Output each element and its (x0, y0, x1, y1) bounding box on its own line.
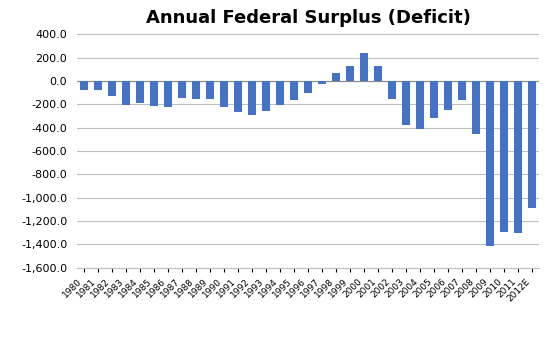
Bar (486, 81, 494, 246)
Bar (80, 81, 88, 90)
Bar (192, 81, 200, 99)
Bar (178, 81, 186, 98)
Bar (528, 81, 536, 208)
Bar (304, 81, 312, 94)
Bar (290, 81, 298, 100)
Bar (472, 81, 480, 134)
Bar (248, 81, 256, 115)
Title: Annual Federal Surplus (Deficit): Annual Federal Surplus (Deficit) (146, 9, 470, 27)
Bar (346, 66, 354, 81)
Bar (276, 81, 284, 105)
Bar (500, 81, 508, 232)
Bar (150, 81, 158, 106)
Bar (234, 81, 242, 113)
Bar (122, 81, 130, 105)
Bar (402, 81, 410, 125)
Bar (416, 81, 424, 129)
Bar (318, 81, 326, 83)
Bar (430, 81, 438, 118)
Bar (164, 81, 172, 107)
Bar (206, 81, 214, 99)
Bar (514, 81, 522, 233)
Bar (360, 54, 368, 81)
Bar (444, 81, 452, 110)
Bar (136, 81, 144, 103)
Bar (108, 81, 116, 96)
Bar (458, 81, 466, 100)
Bar (94, 81, 102, 90)
Bar (262, 81, 270, 111)
Bar (332, 73, 340, 81)
Bar (388, 81, 396, 99)
Bar (374, 66, 382, 81)
Bar (220, 81, 228, 107)
